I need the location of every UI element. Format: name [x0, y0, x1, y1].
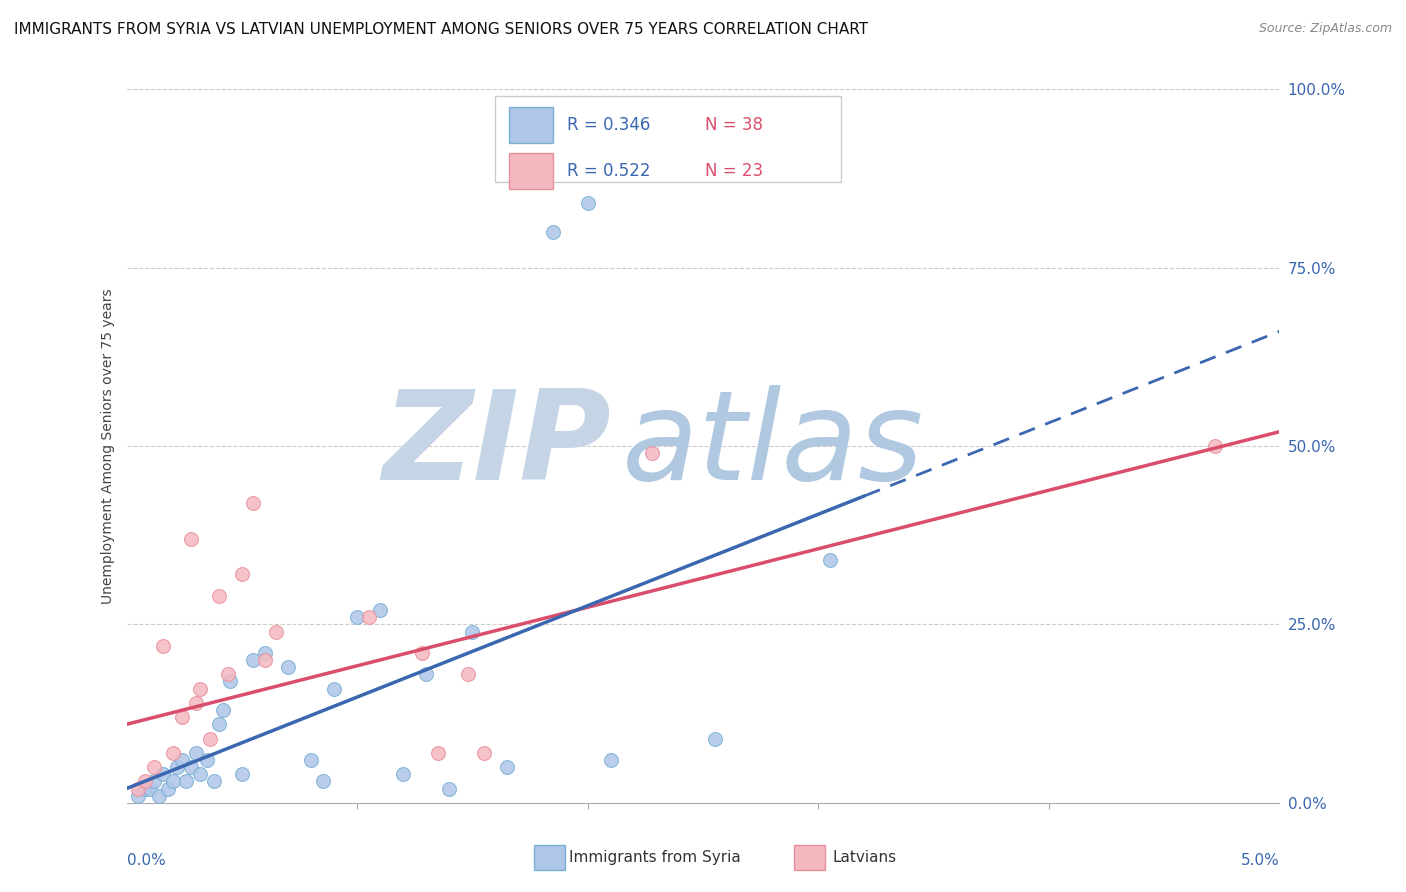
Point [208, 589, 231, 603]
Point [818, 553, 841, 567]
Point [242, 496, 264, 510]
Point [461, 624, 484, 639]
Text: ZIP: ZIP [382, 385, 610, 507]
Text: 0.0%: 0.0% [127, 853, 166, 868]
Point [415, 667, 437, 681]
Point [219, 674, 242, 689]
Point [231, 767, 253, 781]
Text: Immigrants from Syria: Immigrants from Syria [569, 850, 741, 864]
Point [576, 196, 599, 211]
Text: IMMIGRANTS FROM SYRIA VS LATVIAN UNEMPLOYMENT AMONG SENIORS OVER 75 YEARS CORREL: IMMIGRANTS FROM SYRIA VS LATVIAN UNEMPLO… [14, 22, 868, 37]
FancyBboxPatch shape [495, 96, 841, 182]
Point [134, 774, 156, 789]
Point [212, 703, 235, 717]
Point [184, 746, 207, 760]
Text: atlas: atlas [623, 385, 924, 507]
Point [180, 532, 202, 546]
Point [641, 446, 664, 460]
Point [277, 660, 299, 674]
Point [496, 760, 519, 774]
Point [426, 746, 449, 760]
Point [1204, 439, 1226, 453]
Point [195, 753, 218, 767]
Y-axis label: Unemployment Among Seniors over 75 years: Unemployment Among Seniors over 75 years [101, 288, 115, 604]
Point [188, 681, 211, 696]
Point [368, 603, 391, 617]
Point [231, 567, 253, 582]
Point [242, 653, 264, 667]
Point [346, 610, 368, 624]
Point [541, 225, 564, 239]
Point [148, 789, 170, 803]
Bar [509, 107, 553, 143]
Point [323, 681, 346, 696]
Point [439, 781, 461, 796]
Point [143, 774, 166, 789]
Text: R = 0.346: R = 0.346 [567, 116, 651, 134]
Point [703, 731, 725, 746]
Point [198, 731, 221, 746]
Point [127, 789, 149, 803]
Point [357, 610, 380, 624]
Text: Source: ZipAtlas.com: Source: ZipAtlas.com [1258, 22, 1392, 36]
Point [266, 624, 288, 639]
Point [134, 781, 156, 796]
Point [170, 710, 193, 724]
Point [152, 639, 174, 653]
Point [202, 774, 225, 789]
Point [157, 781, 180, 796]
Point [188, 767, 211, 781]
Point [472, 746, 495, 760]
Point [138, 781, 160, 796]
Text: R = 0.522: R = 0.522 [567, 162, 651, 180]
Point [299, 753, 322, 767]
Point [184, 696, 207, 710]
Point [127, 781, 149, 796]
Point [162, 746, 184, 760]
Text: 5.0%: 5.0% [1240, 853, 1279, 868]
Point [208, 717, 231, 731]
Point [152, 767, 174, 781]
Point [457, 667, 479, 681]
Point [217, 667, 239, 681]
Point [180, 760, 202, 774]
Point [143, 760, 166, 774]
Point [170, 753, 193, 767]
Point [599, 753, 621, 767]
Point [253, 653, 276, 667]
Point [392, 767, 415, 781]
Point [166, 760, 188, 774]
Text: N = 38: N = 38 [706, 116, 763, 134]
Text: N = 23: N = 23 [706, 162, 763, 180]
Point [176, 774, 198, 789]
Bar [509, 153, 553, 189]
Point [253, 646, 276, 660]
Point [162, 774, 184, 789]
Point [311, 774, 333, 789]
Text: Latvians: Latvians [832, 850, 897, 864]
Point [411, 646, 433, 660]
